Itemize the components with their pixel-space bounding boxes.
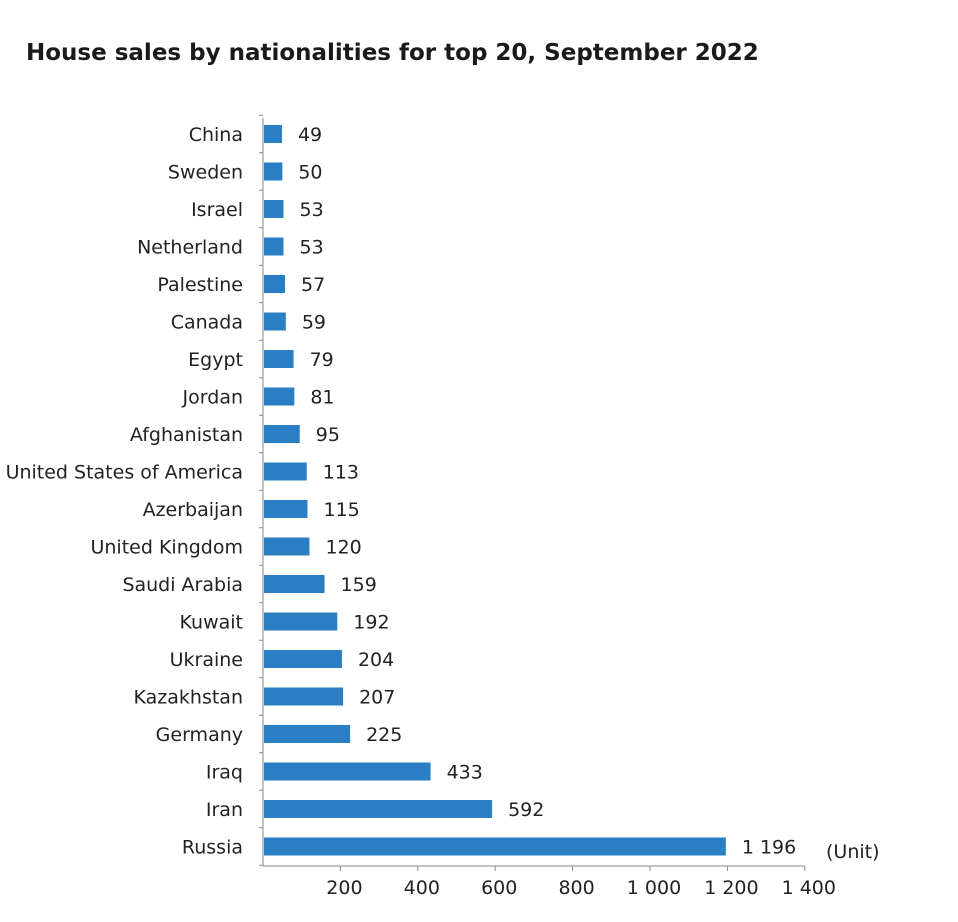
bar — [264, 425, 300, 443]
bar — [264, 312, 286, 331]
category-label: Israel — [191, 199, 243, 221]
category-label: Iraq — [206, 762, 243, 784]
bar — [264, 387, 295, 406]
data-label: 207 — [359, 687, 395, 709]
bar — [264, 800, 493, 818]
data-label: 433 — [447, 762, 483, 784]
category-label: Azerbaijan — [143, 499, 243, 521]
category-label: United Kingdom — [90, 537, 243, 559]
data-label: 57 — [301, 274, 325, 296]
x-tick-label: 800 — [558, 877, 594, 899]
x-tick-label: 200 — [326, 877, 362, 899]
data-label: 192 — [353, 612, 389, 634]
data-label: 53 — [300, 237, 324, 259]
category-label: Netherland — [137, 237, 243, 259]
data-label: 53 — [300, 199, 324, 221]
data-label: 120 — [325, 537, 361, 559]
x-tick-label: 1 200 — [704, 877, 758, 899]
category-label: Ukraine — [170, 649, 243, 671]
data-label: 592 — [508, 799, 544, 821]
data-label: 204 — [358, 649, 394, 671]
category-label: Sweden — [168, 162, 243, 184]
bar — [264, 162, 283, 181]
data-label: 113 — [323, 462, 359, 484]
bar — [264, 200, 284, 218]
x-tick-label: 600 — [481, 877, 517, 899]
category-label: Palestine — [157, 274, 243, 296]
bar — [264, 537, 310, 556]
category-label: Iran — [206, 799, 243, 821]
bar — [264, 837, 726, 856]
bar — [264, 237, 284, 256]
data-label: 95 — [316, 424, 340, 446]
bar — [264, 350, 294, 368]
data-label: 79 — [310, 349, 334, 371]
bar — [264, 575, 325, 593]
data-label: 159 — [341, 574, 377, 596]
category-label: Jordan — [182, 387, 243, 409]
bar — [264, 725, 351, 743]
category-label: Canada — [171, 312, 243, 334]
bar — [264, 125, 282, 143]
x-tick-label: 1 000 — [627, 877, 681, 899]
bar — [264, 612, 338, 631]
category-label: Kazakhstan — [134, 687, 243, 709]
category-label: United States of America — [6, 462, 243, 484]
bar — [264, 650, 342, 668]
x-tick-label: 400 — [404, 877, 440, 899]
category-label: Afghanistan — [130, 424, 243, 446]
data-label: 50 — [298, 162, 322, 184]
category-label: Saudi Arabia — [122, 574, 243, 596]
x-tick-label: 1 400 — [782, 877, 836, 899]
category-label: China — [189, 124, 243, 146]
data-label: 81 — [310, 387, 334, 409]
bar — [264, 500, 308, 518]
unit-label: (Unit) — [826, 841, 880, 863]
data-label: 225 — [366, 724, 402, 746]
bar — [264, 762, 431, 781]
category-label: Kuwait — [180, 612, 243, 634]
category-label: Egypt — [188, 349, 243, 371]
data-label: 1 196 — [742, 837, 796, 859]
bar — [264, 462, 307, 481]
category-label: Russia — [182, 837, 243, 859]
data-label: 59 — [302, 312, 326, 334]
category-label: Germany — [156, 724, 243, 746]
chart-title: House sales by nationalities for top 20,… — [26, 40, 759, 66]
bar — [264, 275, 286, 293]
data-label: 115 — [324, 499, 360, 521]
data-label: 49 — [298, 124, 322, 146]
bar — [264, 687, 344, 706]
